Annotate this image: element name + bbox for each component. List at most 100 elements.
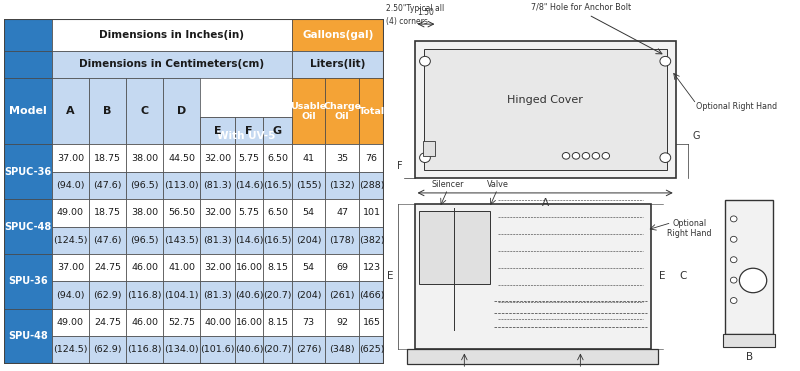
Circle shape bbox=[730, 298, 737, 303]
Bar bbox=[291, 309, 326, 336]
Bar bbox=[263, 117, 291, 144]
Bar bbox=[126, 144, 163, 172]
Bar bbox=[359, 336, 384, 364]
Text: SPU-36: SPU-36 bbox=[8, 276, 48, 286]
Bar bbox=[163, 144, 200, 172]
Bar bbox=[200, 117, 235, 144]
Bar bbox=[89, 254, 126, 281]
Circle shape bbox=[562, 152, 570, 159]
Bar bbox=[89, 309, 126, 336]
Text: (16.5): (16.5) bbox=[263, 236, 292, 245]
Text: (276): (276) bbox=[296, 345, 321, 354]
Text: Liters(lit): Liters(lit) bbox=[310, 59, 366, 69]
Bar bbox=[263, 199, 291, 227]
Text: 7/8" Hole for Anchor Bolt: 7/8" Hole for Anchor Bolt bbox=[530, 2, 630, 11]
Bar bbox=[263, 144, 291, 172]
Text: Dimensions in Inches(in): Dimensions in Inches(in) bbox=[99, 30, 244, 40]
Bar bbox=[200, 281, 235, 309]
Bar bbox=[52, 309, 89, 336]
Bar bbox=[163, 281, 200, 309]
Bar bbox=[89, 199, 126, 227]
Bar bbox=[163, 199, 200, 227]
Text: (116.8): (116.8) bbox=[127, 345, 162, 354]
Bar bbox=[163, 78, 200, 144]
Bar bbox=[200, 309, 235, 336]
Text: SPUC-48: SPUC-48 bbox=[4, 221, 51, 232]
Text: (47.6): (47.6) bbox=[93, 181, 122, 190]
Bar bbox=[163, 172, 200, 199]
Bar bbox=[291, 172, 326, 199]
Text: 32.00: 32.00 bbox=[204, 209, 231, 217]
Bar bbox=[52, 199, 89, 227]
Text: (20.7): (20.7) bbox=[263, 345, 292, 354]
Bar bbox=[52, 144, 89, 172]
Text: 54: 54 bbox=[302, 263, 314, 272]
Bar bbox=[291, 199, 326, 227]
Text: (40.6): (40.6) bbox=[235, 345, 263, 354]
Circle shape bbox=[730, 216, 737, 222]
Text: (94.0): (94.0) bbox=[56, 181, 85, 190]
Text: (47.6): (47.6) bbox=[93, 236, 122, 245]
Text: (288): (288) bbox=[358, 181, 384, 190]
Bar bbox=[263, 172, 291, 199]
Bar bbox=[263, 281, 291, 309]
Text: (134.0): (134.0) bbox=[165, 345, 199, 354]
Text: (178): (178) bbox=[330, 236, 355, 245]
Text: With UV-5: With UV-5 bbox=[217, 131, 275, 141]
Bar bbox=[89, 144, 126, 172]
Bar bbox=[291, 281, 326, 309]
Text: (466): (466) bbox=[358, 290, 384, 299]
Bar bbox=[291, 144, 326, 172]
Bar bbox=[89, 78, 126, 144]
Text: 165: 165 bbox=[362, 318, 381, 327]
Bar bbox=[163, 336, 200, 364]
Bar bbox=[126, 78, 163, 144]
Text: (155): (155) bbox=[296, 181, 321, 190]
Bar bbox=[4, 78, 52, 144]
Text: (94.0): (94.0) bbox=[56, 290, 85, 299]
Bar bbox=[359, 227, 384, 254]
Bar bbox=[163, 254, 200, 281]
Bar bbox=[263, 227, 291, 254]
Text: 24.75: 24.75 bbox=[94, 318, 121, 327]
Text: 44.50: 44.50 bbox=[168, 154, 195, 162]
Bar bbox=[263, 254, 291, 281]
Bar bbox=[291, 227, 326, 254]
Bar bbox=[235, 309, 263, 336]
Text: E: E bbox=[214, 125, 222, 135]
Text: SPU-48: SPU-48 bbox=[8, 331, 48, 341]
Text: 49.00: 49.00 bbox=[57, 318, 84, 327]
Bar bbox=[200, 144, 235, 172]
Bar bbox=[418, 211, 490, 283]
Bar bbox=[235, 336, 263, 364]
Text: 37.00: 37.00 bbox=[57, 154, 84, 162]
Text: (81.3): (81.3) bbox=[203, 236, 232, 245]
Bar bbox=[326, 336, 359, 364]
Text: 8.15: 8.15 bbox=[267, 263, 288, 272]
Bar bbox=[359, 172, 384, 199]
Text: Charge
Oil: Charge Oil bbox=[323, 102, 362, 121]
Text: 49.00: 49.00 bbox=[57, 209, 84, 217]
Bar bbox=[126, 227, 163, 254]
Text: G: G bbox=[273, 125, 282, 135]
Text: 18.75: 18.75 bbox=[94, 154, 121, 162]
Text: (40.6): (40.6) bbox=[235, 290, 263, 299]
Text: 76: 76 bbox=[366, 154, 378, 162]
Text: 47: 47 bbox=[336, 209, 348, 217]
Text: Model: Model bbox=[9, 106, 46, 116]
Bar bbox=[52, 254, 89, 281]
Text: (101.6): (101.6) bbox=[200, 345, 235, 354]
Bar bbox=[263, 309, 291, 336]
Bar bbox=[359, 144, 384, 172]
Text: G: G bbox=[692, 131, 700, 141]
Text: 73: 73 bbox=[302, 318, 314, 327]
Text: (348): (348) bbox=[330, 345, 355, 354]
Text: SPUC-36: SPUC-36 bbox=[4, 167, 51, 177]
Bar bbox=[52, 78, 89, 144]
Bar bbox=[89, 172, 126, 199]
Text: E: E bbox=[387, 272, 394, 281]
Bar bbox=[126, 281, 163, 309]
Bar bbox=[291, 78, 326, 144]
Bar bbox=[4, 199, 52, 254]
Circle shape bbox=[739, 268, 766, 293]
